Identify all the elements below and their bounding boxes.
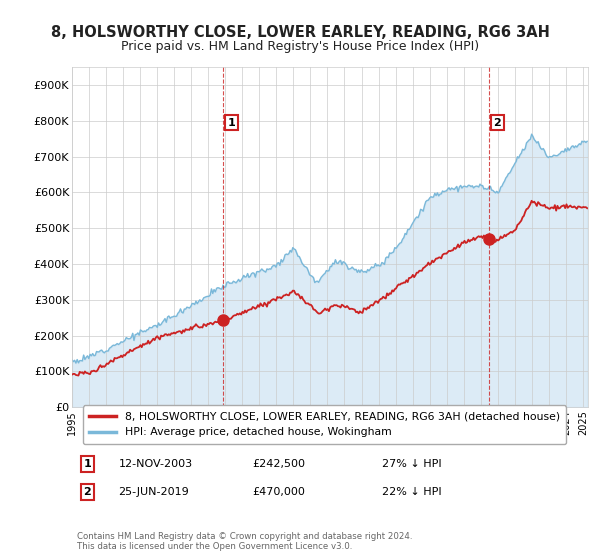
Text: 12-NOV-2003: 12-NOV-2003 xyxy=(118,459,193,469)
Text: 2: 2 xyxy=(83,487,91,497)
Text: Contains HM Land Registry data © Crown copyright and database right 2024.
This d: Contains HM Land Registry data © Crown c… xyxy=(77,532,413,551)
Text: 2: 2 xyxy=(494,118,501,128)
Text: Price paid vs. HM Land Registry's House Price Index (HPI): Price paid vs. HM Land Registry's House … xyxy=(121,40,479,53)
Text: £470,000: £470,000 xyxy=(253,487,305,497)
Text: 1: 1 xyxy=(227,118,235,128)
Text: 1: 1 xyxy=(83,459,91,469)
Text: 27% ↓ HPI: 27% ↓ HPI xyxy=(382,459,441,469)
Text: £242,500: £242,500 xyxy=(253,459,305,469)
Text: 8, HOLSWORTHY CLOSE, LOWER EARLEY, READING, RG6 3AH: 8, HOLSWORTHY CLOSE, LOWER EARLEY, READI… xyxy=(50,25,550,40)
Text: 25-JUN-2019: 25-JUN-2019 xyxy=(118,487,189,497)
Text: 22% ↓ HPI: 22% ↓ HPI xyxy=(382,487,441,497)
Legend: 8, HOLSWORTHY CLOSE, LOWER EARLEY, READING, RG6 3AH (detached house), HPI: Avera: 8, HOLSWORTHY CLOSE, LOWER EARLEY, READI… xyxy=(83,405,566,444)
